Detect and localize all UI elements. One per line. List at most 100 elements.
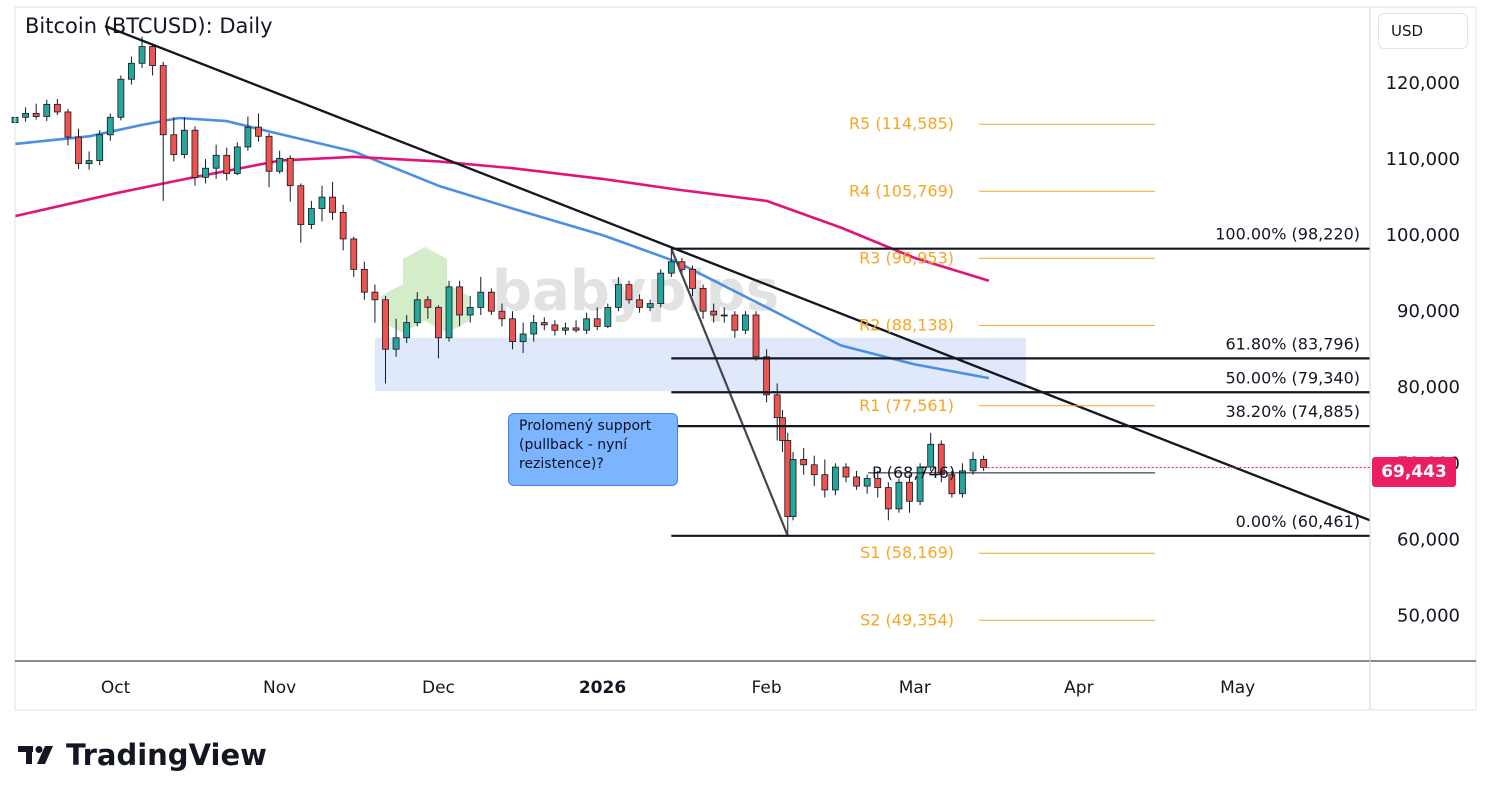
candle-body <box>948 474 956 495</box>
candle-body <box>763 356 771 396</box>
candle-body <box>318 196 326 209</box>
drawings: R5 (114,585) R4 (105,769) R3 (96,953) R2 (8… <box>104 24 1371 629</box>
x-tick-label: Dec <box>422 678 455 698</box>
tradingview-icon <box>18 746 53 764</box>
candle-body <box>773 394 781 419</box>
axes: 50,00060,00070,00080,00090,000100,000110… <box>14 6 1477 711</box>
candle-body <box>382 299 389 350</box>
candle-body <box>202 167 209 178</box>
candle-body <box>937 443 945 476</box>
candle-body <box>53 103 61 113</box>
candle-body <box>789 459 797 517</box>
y-tick-label: 110,000 <box>1386 149 1460 170</box>
candle-body <box>392 337 400 350</box>
fib-level-label: 50.00% (79,340) <box>1225 368 1360 387</box>
callout-line-3: rezistence)? <box>519 456 604 472</box>
candle-body <box>646 303 654 308</box>
chart-frame <box>14 6 1477 711</box>
candle-body <box>85 160 93 165</box>
y-tick-label: 80,000 <box>1397 377 1460 398</box>
y-tick-label: 100,000 <box>1386 225 1460 246</box>
candle-body <box>255 126 262 137</box>
candle-body <box>22 113 29 118</box>
candle-body <box>916 466 924 502</box>
pivot-level-label: R2 (88,138) <box>859 315 954 334</box>
candle-body <box>435 306 442 339</box>
candle-body <box>927 443 935 468</box>
candlesticks <box>11 36 988 536</box>
fib-level-label: 61.80% (83,796) <box>1225 334 1360 353</box>
last-price-badge: 69,443 <box>1372 457 1456 487</box>
candle-body <box>863 478 871 487</box>
candle-body <box>445 286 453 339</box>
candle-body <box>297 185 305 225</box>
moving-averages <box>14 116 990 380</box>
candle-body <box>159 65 167 136</box>
candle-body <box>32 113 40 117</box>
candle-body <box>265 135 273 172</box>
pivot-level-label: R3 (96,953) <box>859 248 954 267</box>
trendline <box>104 24 1371 522</box>
pivot-level-label: R4 (105,769) <box>849 181 954 200</box>
candle-body <box>308 208 315 225</box>
currency-selector[interactable]: USD <box>1378 13 1468 49</box>
pivot-level-label: S1 (58,169) <box>860 543 954 562</box>
candle-body <box>149 46 157 66</box>
candle-body <box>980 459 988 468</box>
candle-body <box>821 474 829 491</box>
candle-body <box>593 318 601 327</box>
candle-body <box>731 314 739 331</box>
candle-body <box>212 154 220 169</box>
candle-body <box>128 62 135 80</box>
candle-body <box>466 306 474 316</box>
candle-body <box>456 286 464 316</box>
candle-body <box>604 306 612 327</box>
candle-body <box>853 476 860 487</box>
candle-body <box>895 481 903 510</box>
candle-body <box>519 333 527 343</box>
candle-body <box>800 459 808 466</box>
candle-body <box>625 284 633 301</box>
candle-body <box>487 291 495 312</box>
candle-body <box>43 103 51 117</box>
candle-body <box>572 327 580 331</box>
pivot-level-label: P (68,746) <box>872 463 955 482</box>
candle-body <box>710 310 718 316</box>
candle-body <box>969 459 977 472</box>
candle-body <box>752 314 760 358</box>
chart-title: Bitcoin (BTCUSD): Daily <box>25 14 273 38</box>
annotation-callout: Prolomený support (pullback - nyní rezis… <box>508 413 678 486</box>
candle-body <box>832 466 839 491</box>
candle-body <box>906 481 913 502</box>
candle-body <box>551 324 559 331</box>
candle-body <box>874 478 882 489</box>
candle-body <box>413 299 421 323</box>
pivot-level-label: R1 (77,561) <box>859 396 954 415</box>
candle-body <box>191 129 199 178</box>
candle-body <box>720 314 728 317</box>
x-tick-label: Apr <box>1064 678 1093 698</box>
candle-body <box>339 211 347 240</box>
candle-body <box>360 268 368 293</box>
candle-body <box>530 322 538 335</box>
candle-body <box>636 299 643 308</box>
candle-body <box>540 322 548 326</box>
candle-body <box>223 154 231 174</box>
pivot-level-label: R5 (114,585) <box>849 114 954 133</box>
candle-body <box>117 78 125 118</box>
candle-body <box>170 134 178 155</box>
candle-body <box>742 314 749 331</box>
candle-body <box>329 196 336 213</box>
fib-level-label: 100.00% (98,220) <box>1215 225 1360 244</box>
tradingview-logo[interactable]: TradingView <box>18 735 267 775</box>
candle-body <box>562 327 569 331</box>
x-tick-label: Feb <box>752 678 782 698</box>
callout-line-2: (pullback - nyní <box>519 437 628 453</box>
candle-body <box>286 157 294 187</box>
candle-body <box>244 126 252 148</box>
y-tick-label: 90,000 <box>1397 301 1460 322</box>
candle-body <box>657 272 665 304</box>
y-tick-label: 60,000 <box>1397 529 1460 550</box>
y-tick-label: 120,000 <box>1386 73 1460 94</box>
